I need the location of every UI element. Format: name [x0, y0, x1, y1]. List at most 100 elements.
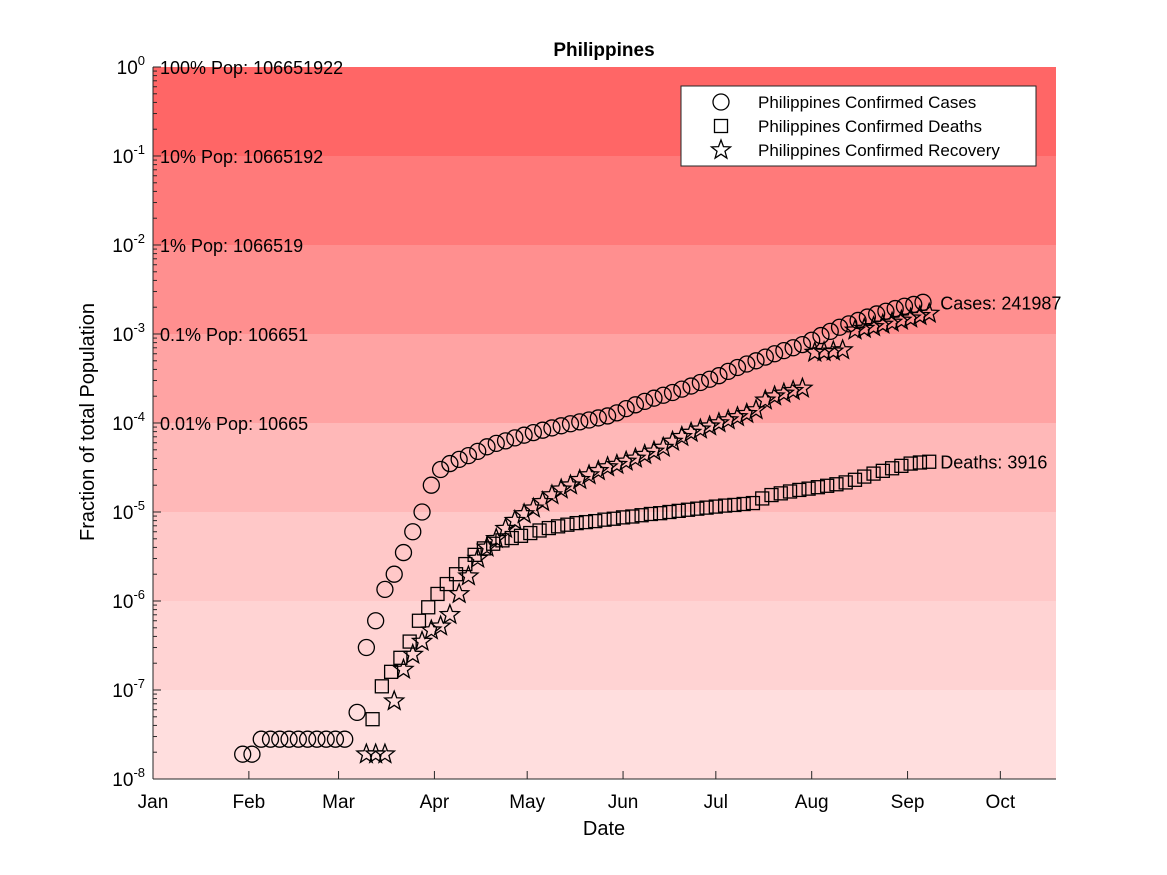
data-point	[597, 512, 612, 527]
data-point	[791, 376, 814, 398]
data-point	[772, 381, 796, 404]
data-point	[803, 340, 827, 363]
annotation-label: Deaths: 3916	[940, 453, 1047, 473]
data-point	[699, 500, 714, 515]
data-point	[289, 730, 307, 748]
data-point	[515, 426, 533, 444]
population-band	[153, 156, 1056, 245]
population-band	[153, 601, 1056, 690]
data-point	[745, 495, 761, 511]
series-square	[365, 454, 937, 727]
legend-label: Philippines Confirmed Cases	[758, 93, 976, 112]
data-point	[422, 476, 440, 494]
data-point	[458, 556, 473, 572]
data-point	[866, 466, 881, 481]
data-point	[580, 411, 598, 429]
data-point	[822, 339, 845, 361]
data-point	[738, 355, 756, 373]
data-point	[728, 358, 747, 377]
y-tick-label: 10-1	[112, 142, 145, 168]
data-point	[755, 491, 770, 506]
data-point	[466, 546, 489, 569]
data-point	[431, 460, 450, 479]
data-point	[540, 483, 564, 505]
data-point	[867, 305, 886, 323]
data-point	[899, 306, 922, 328]
data-point	[661, 429, 684, 452]
x-tick-label: May	[509, 792, 545, 813]
data-point	[376, 580, 394, 599]
data-point	[736, 496, 751, 512]
data-point	[912, 455, 928, 470]
data-point	[871, 312, 895, 335]
data-point	[559, 473, 582, 495]
data-point	[793, 335, 812, 354]
data-point	[654, 386, 672, 404]
data-point	[430, 586, 445, 602]
data-point	[756, 348, 774, 366]
data-point	[781, 378, 805, 401]
x-tick-label: Apr	[420, 792, 450, 813]
data-point	[710, 367, 728, 385]
data-point	[645, 389, 663, 407]
axes: Jan Feb Mar Apr May Jun Jul Aug Sep Oct 10-8 10-7 10…	[112, 53, 1056, 813]
data-point	[560, 517, 575, 532]
data-point	[374, 679, 389, 694]
data-point	[680, 502, 696, 517]
data-point	[838, 475, 853, 490]
data-point	[670, 424, 694, 447]
data-point	[478, 438, 496, 456]
x-tick-label: Sep	[891, 792, 925, 813]
data-point	[568, 467, 592, 490]
data-point	[578, 514, 594, 530]
data-point	[438, 602, 462, 625]
population-band	[153, 690, 1056, 779]
x-tick-label: Mar	[322, 792, 355, 813]
data-point	[571, 413, 589, 431]
data-point	[716, 408, 740, 430]
data-point	[820, 478, 835, 493]
data-point	[625, 509, 640, 524]
y-tick-label: 10-8	[112, 765, 145, 791]
data-point	[679, 420, 703, 443]
y-tick-label: 10-3	[112, 320, 145, 346]
data-point	[633, 442, 656, 465]
data-point	[531, 490, 554, 512]
data-point	[615, 510, 631, 525]
data-point	[541, 520, 556, 536]
data-point	[429, 614, 452, 636]
data-point	[810, 480, 826, 495]
data-point	[522, 496, 545, 518]
population-band	[153, 512, 1056, 601]
data-point	[642, 439, 666, 461]
data-point	[782, 484, 798, 499]
y-tick-label: 10-6	[112, 587, 145, 613]
data-point	[608, 404, 626, 422]
data-point	[561, 415, 580, 433]
data-point	[383, 664, 399, 679]
data-point	[524, 423, 543, 442]
data-point	[503, 508, 527, 531]
legend-box	[680, 85, 1037, 167]
legend-marker-star	[709, 138, 733, 160]
annotation-label: Cases: 241987	[940, 293, 1061, 313]
data-point	[682, 377, 700, 395]
x-tick-label: Jul	[704, 792, 728, 813]
data-point	[365, 712, 380, 727]
data-point	[421, 600, 436, 615]
data-point	[717, 498, 733, 513]
data-point	[754, 388, 777, 410]
data-point	[298, 730, 317, 748]
data-point	[775, 342, 793, 360]
y-tick-label: 100	[117, 53, 145, 79]
data-point	[439, 576, 454, 592]
data-point	[812, 340, 836, 362]
data-point	[496, 432, 515, 450]
series-star	[355, 301, 941, 764]
data-point	[448, 567, 464, 582]
data-point	[441, 454, 459, 473]
data-point	[393, 650, 408, 665]
data-point	[862, 315, 885, 337]
data-point	[252, 730, 270, 748]
legend-marker-circle	[712, 93, 730, 111]
